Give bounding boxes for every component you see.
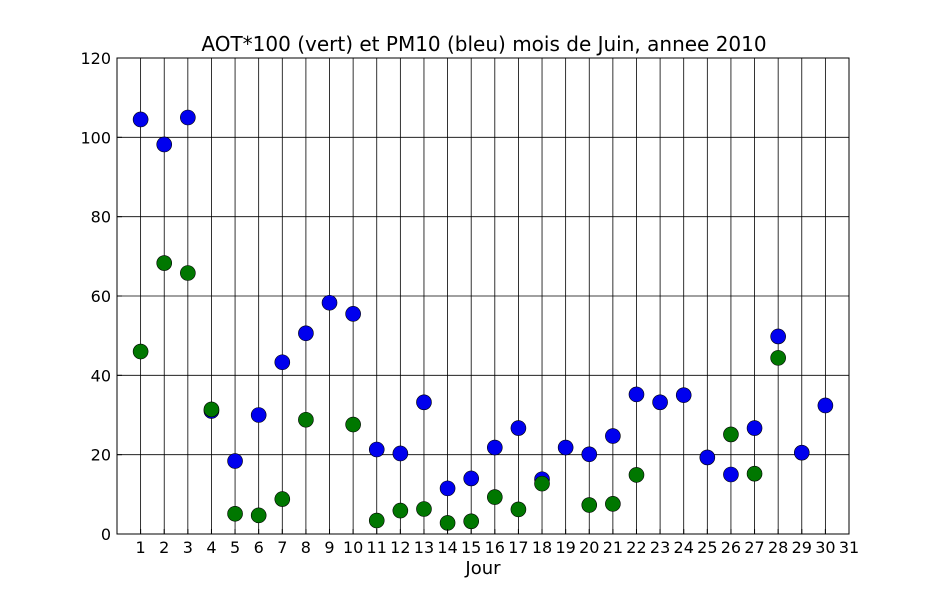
green-data-point bbox=[534, 475, 550, 492]
green-data-point bbox=[723, 426, 739, 443]
green-series bbox=[132, 255, 786, 531]
x-tick-label: 31 bbox=[839, 538, 859, 557]
x-tick-label: 4 bbox=[206, 538, 216, 557]
x-tick-label: 10 bbox=[343, 538, 363, 557]
blue-data-point bbox=[793, 444, 810, 461]
blue-data-point bbox=[770, 328, 786, 345]
x-axis-label: Jour bbox=[464, 558, 501, 579]
blue-data-point bbox=[557, 439, 574, 456]
blue-data-point bbox=[180, 109, 196, 126]
green-data-point bbox=[746, 465, 763, 482]
green-data-point bbox=[628, 467, 645, 483]
blue-data-point bbox=[675, 387, 692, 403]
x-tick-label: 26 bbox=[721, 538, 741, 557]
axis-ticks: 1 2 3 4 5 6 7 8 9 10 11 12 13 14 15 16 17 18 19 20 21 22 23 24 2… bbox=[80, 49, 859, 557]
x-tick-label: 24 bbox=[674, 538, 694, 557]
blue-data-point bbox=[132, 111, 149, 128]
green-data-point bbox=[227, 505, 243, 522]
green-data-point bbox=[605, 496, 621, 512]
green-data-point bbox=[416, 501, 432, 517]
x-tick-label: 5 bbox=[230, 538, 240, 557]
green-data-point bbox=[274, 491, 291, 507]
x-tick-label: 23 bbox=[650, 538, 670, 557]
blue-data-point bbox=[605, 428, 621, 444]
blue-data-point bbox=[345, 306, 361, 322]
blue-series bbox=[132, 109, 834, 497]
y-tick-label: 100 bbox=[80, 128, 111, 147]
green-data-point bbox=[298, 411, 314, 428]
x-tick-label: 22 bbox=[626, 538, 646, 557]
y-tick-label: 20 bbox=[91, 446, 111, 465]
blue-data-point bbox=[510, 420, 527, 436]
x-tick-label: 17 bbox=[508, 538, 528, 557]
green-data-point bbox=[345, 416, 361, 433]
x-tick-label: 14 bbox=[437, 538, 457, 557]
green-data-point bbox=[368, 512, 385, 529]
x-tick-label: 20 bbox=[579, 538, 599, 557]
data-points bbox=[132, 109, 834, 531]
y-tick-label: 40 bbox=[91, 366, 111, 385]
y-tick-label: 0 bbox=[101, 525, 111, 544]
x-tick-label: 21 bbox=[603, 538, 623, 557]
x-tick-label: 9 bbox=[324, 538, 334, 557]
y-tick-label: 60 bbox=[91, 287, 111, 306]
blue-data-point bbox=[250, 407, 267, 423]
blue-data-point bbox=[652, 394, 668, 411]
blue-data-point bbox=[416, 394, 432, 411]
x-tick-label: 12 bbox=[390, 538, 410, 557]
blue-data-point bbox=[628, 386, 645, 403]
green-data-point bbox=[581, 497, 598, 513]
x-tick-label: 7 bbox=[277, 538, 287, 557]
blue-data-point bbox=[487, 439, 503, 456]
green-data-point bbox=[770, 350, 786, 366]
x-tick-label: 18 bbox=[532, 538, 552, 557]
green-data-point bbox=[156, 255, 173, 271]
green-data-point bbox=[392, 502, 409, 519]
blue-data-point bbox=[581, 446, 598, 463]
x-tick-label: 27 bbox=[744, 538, 764, 557]
green-data-point bbox=[487, 489, 503, 505]
x-tick-label: 29 bbox=[792, 538, 812, 557]
x-tick-label: 16 bbox=[485, 538, 505, 557]
y-tick-label: 80 bbox=[91, 208, 111, 227]
y-tick-label: 120 bbox=[80, 49, 111, 68]
x-tick-label: 2 bbox=[159, 538, 169, 557]
x-tick-label: 28 bbox=[768, 538, 788, 557]
x-tick-label: 15 bbox=[461, 538, 481, 557]
blue-data-point bbox=[439, 480, 456, 497]
blue-data-point bbox=[463, 470, 479, 487]
blue-data-point bbox=[321, 294, 338, 311]
green-data-point bbox=[132, 343, 149, 360]
blue-data-point bbox=[227, 453, 243, 469]
blue-data-point bbox=[274, 354, 291, 371]
green-data-point bbox=[510, 501, 527, 518]
x-tick-label: 11 bbox=[367, 538, 387, 557]
x-tick-label: 6 bbox=[254, 538, 264, 557]
green-data-point bbox=[250, 507, 267, 524]
blue-data-point bbox=[298, 325, 314, 342]
green-data-point bbox=[439, 515, 456, 531]
blue-data-point bbox=[156, 136, 173, 153]
blue-data-point bbox=[368, 441, 385, 458]
x-tick-label: 25 bbox=[697, 538, 717, 557]
blue-data-point bbox=[746, 420, 763, 436]
green-data-point bbox=[180, 265, 196, 281]
blue-data-point bbox=[392, 445, 409, 462]
green-data-point bbox=[463, 513, 479, 530]
blue-data-point bbox=[817, 397, 834, 414]
chart-title: AOT*100 (vert) et PM10 (bleu) mois de Ju… bbox=[201, 32, 766, 56]
blue-data-point bbox=[723, 466, 739, 483]
green-data-point bbox=[203, 401, 220, 418]
x-tick-label: 30 bbox=[815, 538, 835, 557]
x-tick-label: 13 bbox=[414, 538, 434, 557]
x-tick-label: 1 bbox=[136, 538, 146, 557]
x-tick-label: 8 bbox=[301, 538, 311, 557]
blue-data-point bbox=[699, 449, 716, 466]
grid-lines bbox=[117, 57, 850, 535]
x-tick-label: 19 bbox=[555, 538, 575, 557]
x-tick-label: 3 bbox=[183, 538, 193, 557]
